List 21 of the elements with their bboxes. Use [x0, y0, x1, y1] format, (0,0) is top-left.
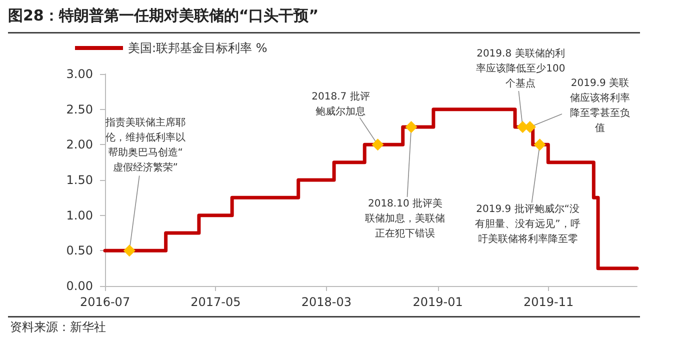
x-tick-label: 2018-03: [301, 295, 352, 309]
y-tick-label: 1.00: [66, 208, 93, 222]
text: 资料来源：新华社: [10, 320, 106, 334]
annotation: 2019.8 美联储的利率应该降低至少100个基点: [476, 48, 566, 90]
y-tick-label: 3.00: [66, 67, 93, 81]
x-tick-label: 2019-11: [523, 295, 574, 309]
x-tick-label: 2016-07: [80, 295, 130, 309]
x-tick-label: 2017-05: [190, 295, 241, 309]
legend-label: 美国:联邦基金目标利率 %: [128, 41, 268, 55]
annotation: 2019.9 美联储应该将利率降至零甚至负值: [570, 77, 630, 134]
annotation: 指责美联储主席耶伦，维持低利率以帮助奥巴马创造“虚假经济繁荣”: [104, 116, 186, 174]
y-tick-label: 2.50: [66, 102, 93, 116]
x-tick-label: 2019-01: [412, 295, 463, 309]
annotation: 2018.7 批评鲍威尔加息: [312, 90, 370, 118]
chart-title: 图28：特朗普第一任期对美联储的“口头干预”: [8, 6, 319, 24]
y-tick-label: 1.50: [66, 173, 93, 187]
y-tick-label: 2.00: [66, 138, 93, 152]
y-tick-label: 0.00: [66, 279, 93, 293]
annotation: 2019.9 批评鲍威尔“没有胆量、没有远见”，呼吁美联储将利率降至零: [475, 203, 580, 246]
y-tick-label: 0.50: [66, 244, 93, 258]
annotation: 2018.10 批评美联储加息，美联储正在犯下错误: [365, 198, 446, 240]
